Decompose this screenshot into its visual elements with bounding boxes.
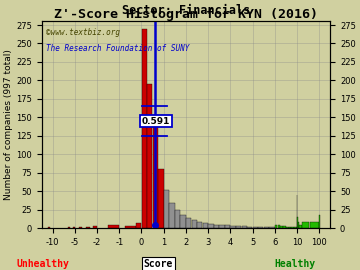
- Bar: [319, 215, 320, 228]
- Bar: [280, 226, 283, 228]
- Bar: [236, 226, 241, 228]
- Bar: [302, 222, 309, 228]
- Bar: [108, 225, 119, 228]
- Bar: [186, 218, 191, 228]
- Bar: [286, 227, 288, 228]
- Bar: [278, 225, 280, 228]
- Bar: [208, 224, 213, 228]
- Bar: [169, 203, 175, 228]
- Bar: [68, 227, 70, 228]
- Bar: [180, 215, 186, 228]
- Bar: [141, 29, 147, 228]
- Text: Unhealthy: Unhealthy: [17, 259, 69, 269]
- Bar: [125, 226, 136, 228]
- Bar: [48, 227, 50, 228]
- Text: Sector: Financials: Sector: Financials: [122, 4, 250, 17]
- Bar: [300, 225, 302, 228]
- Text: ©www.textbiz.org: ©www.textbiz.org: [46, 28, 120, 36]
- Bar: [147, 84, 152, 228]
- Bar: [164, 190, 169, 228]
- Bar: [275, 225, 278, 228]
- Bar: [192, 220, 197, 228]
- Bar: [203, 223, 208, 228]
- Bar: [225, 225, 230, 228]
- Bar: [86, 227, 90, 228]
- Bar: [73, 227, 75, 228]
- Title: Z'-Score Histogram for KYN (2016): Z'-Score Histogram for KYN (2016): [54, 8, 318, 21]
- Bar: [269, 227, 275, 228]
- Bar: [214, 225, 219, 228]
- Text: The Research Foundation of SUNY: The Research Foundation of SUNY: [46, 44, 189, 53]
- Bar: [298, 222, 300, 228]
- Bar: [197, 222, 202, 228]
- Bar: [283, 226, 286, 228]
- Bar: [175, 211, 180, 228]
- Bar: [253, 227, 258, 228]
- Bar: [258, 227, 264, 228]
- Bar: [289, 227, 291, 228]
- Bar: [310, 222, 319, 228]
- Y-axis label: Number of companies (997 total): Number of companies (997 total): [4, 49, 13, 200]
- Bar: [247, 227, 252, 228]
- Bar: [292, 227, 294, 228]
- Bar: [294, 227, 297, 228]
- Bar: [219, 225, 225, 228]
- Bar: [297, 217, 298, 228]
- Bar: [230, 226, 236, 228]
- Bar: [264, 227, 269, 228]
- Bar: [94, 226, 97, 228]
- Text: Healthy: Healthy: [275, 259, 316, 269]
- Text: Score: Score: [144, 259, 173, 269]
- Bar: [136, 223, 141, 228]
- Bar: [158, 169, 163, 228]
- Bar: [78, 227, 82, 228]
- Text: 0.591: 0.591: [141, 117, 170, 126]
- Bar: [153, 121, 158, 228]
- Bar: [242, 226, 247, 228]
